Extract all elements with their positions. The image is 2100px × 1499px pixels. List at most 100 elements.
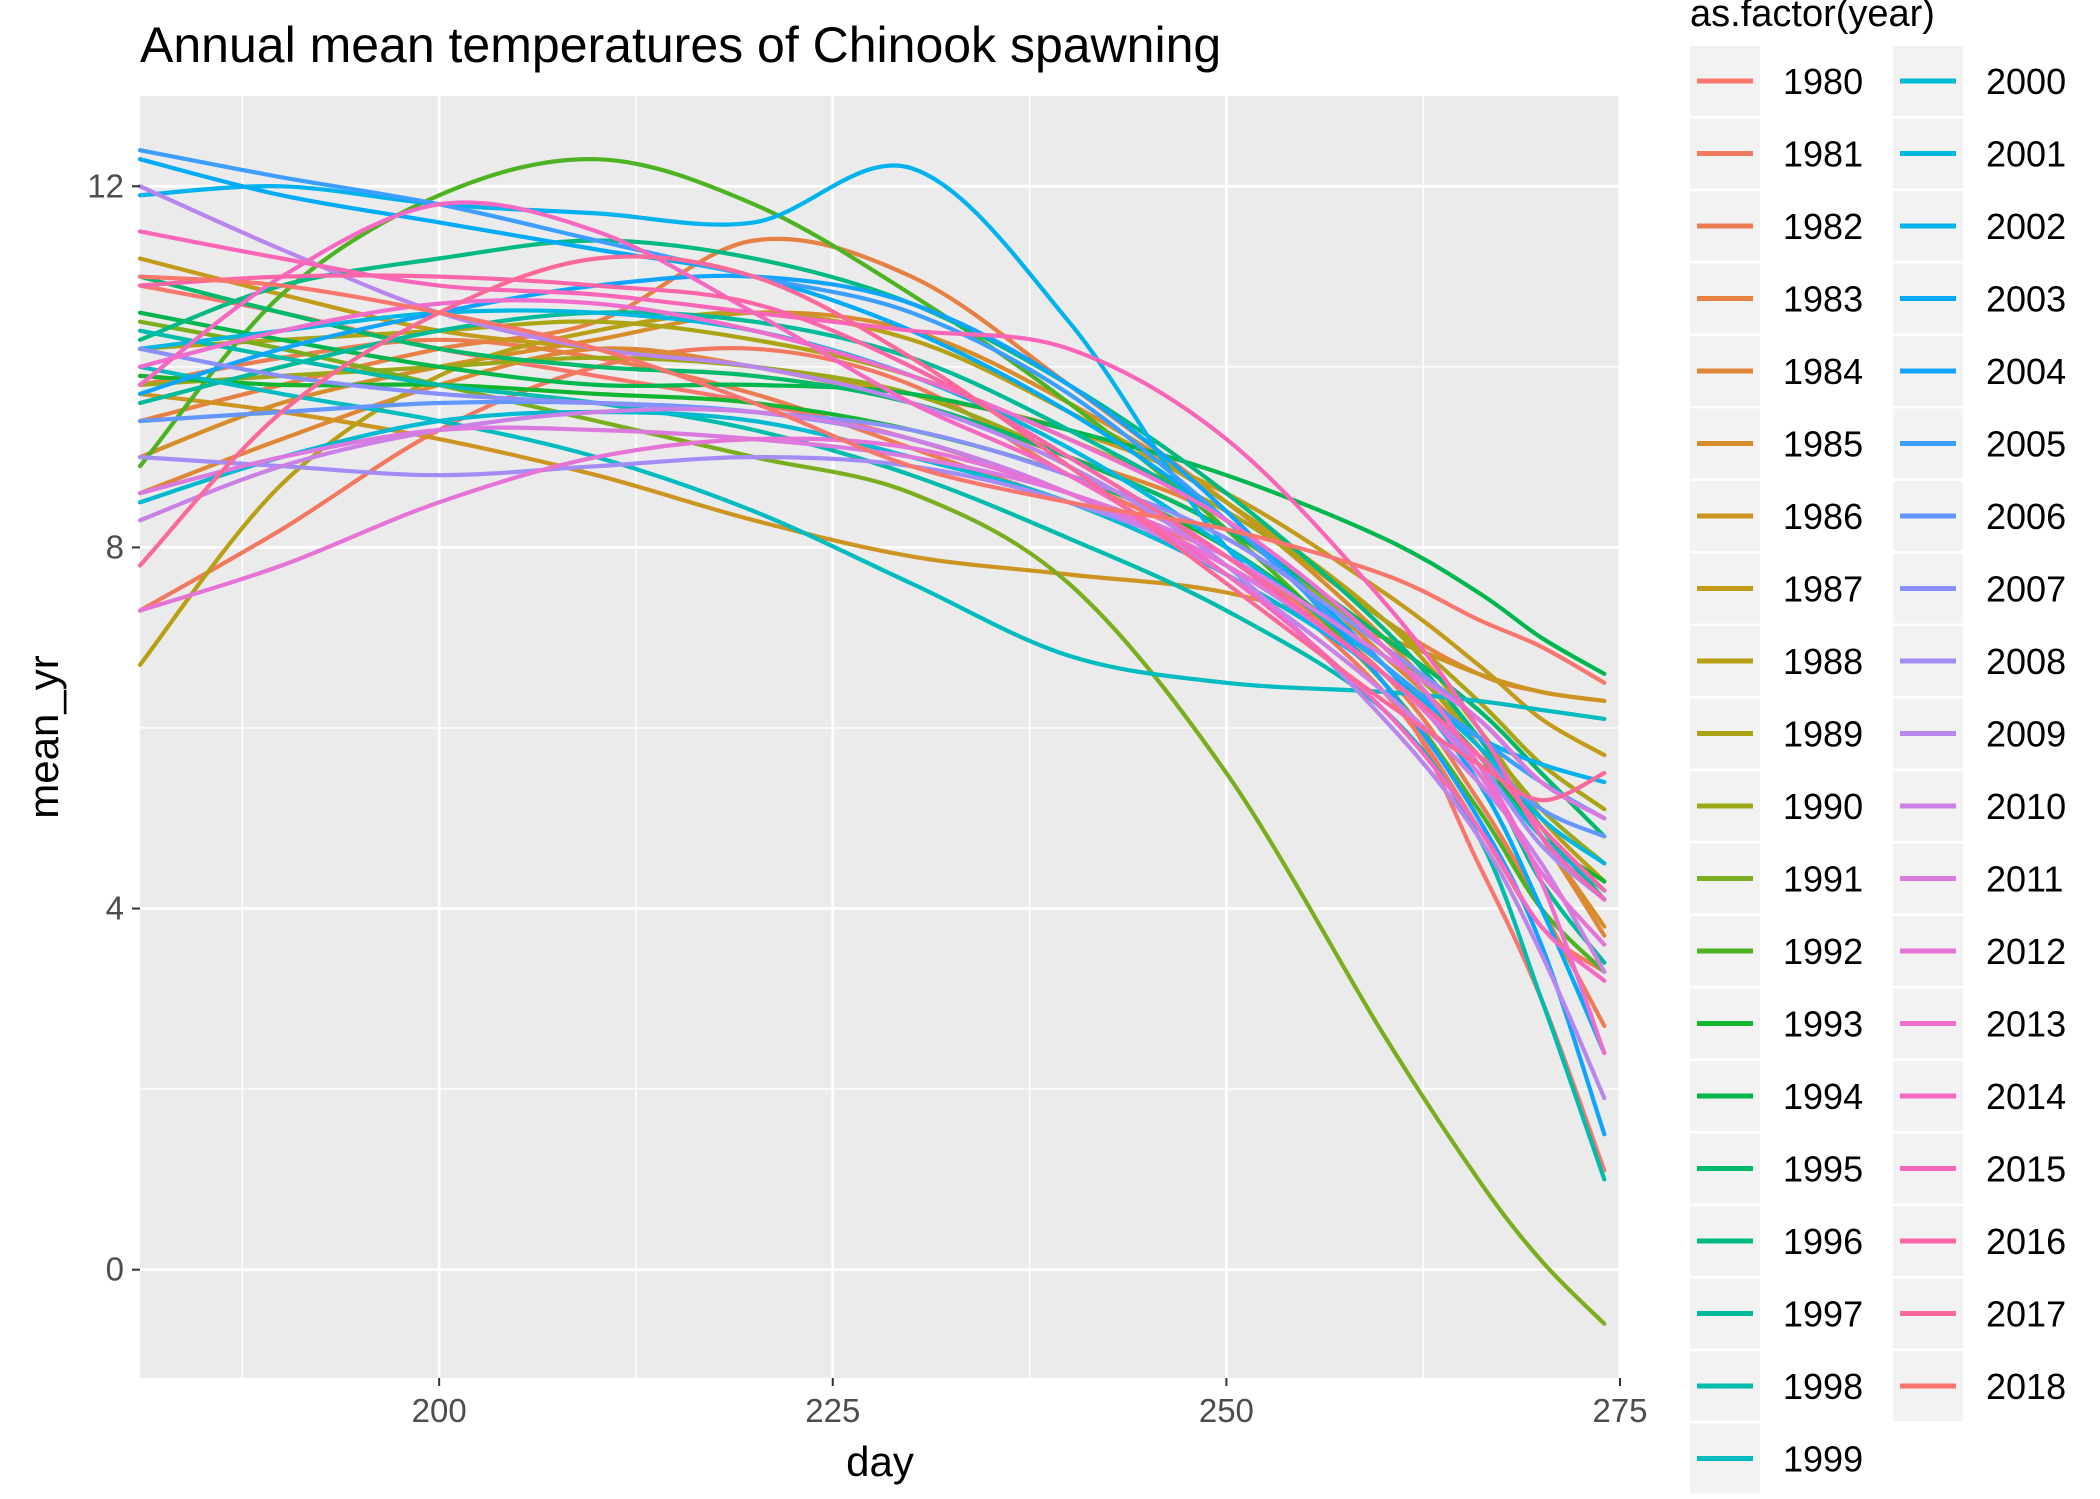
legend-item-1986: 1986 [1690, 481, 1863, 551]
legend-label: 1992 [1783, 931, 1863, 972]
legend-item-1992: 1992 [1690, 916, 1863, 986]
legend-label: 2008 [1986, 641, 2066, 682]
series-line-2016 [137, 273, 1607, 893]
legend-item-2015: 2015 [1893, 1133, 2066, 1204]
legend-label: 1983 [1783, 279, 1863, 320]
legend-label: 2002 [1986, 206, 2066, 247]
x-tick-label: 250 [1199, 1392, 1254, 1429]
series-lines [137, 148, 1607, 1326]
legend-label: 2015 [1986, 1149, 2066, 1190]
legend-item-1994: 1994 [1690, 1061, 1863, 1131]
axis-ticks: 200 225 250 275 0 4 8 12 [87, 167, 1647, 1429]
legend-item-1990: 1990 [1690, 771, 1863, 841]
legend-label: 1982 [1783, 206, 1863, 247]
legend-item-1998: 1998 [1690, 1351, 1863, 1421]
legend-label: 2005 [1986, 424, 2066, 465]
series-line-1983 [137, 236, 1607, 703]
legend-title: as.factor(year) [1690, 0, 1935, 35]
y-tick-label: 4 [106, 890, 124, 927]
legend-item-1987: 1987 [1690, 553, 1863, 624]
legend-item-2017: 2017 [1893, 1278, 2066, 1349]
legend-item-2005: 2005 [1893, 408, 2066, 479]
legend-item-2007: 2007 [1893, 553, 2066, 624]
legend-label: 2009 [1986, 714, 2066, 755]
legend-label: 2011 [1986, 859, 2063, 900]
legend-label: 1987 [1783, 569, 1863, 610]
legend-label: 2010 [1986, 786, 2066, 827]
legend-item-1988: 1988 [1690, 626, 1863, 696]
series-line-2014 [137, 200, 1607, 983]
legend-item-1999: 1999 [1690, 1423, 1863, 1494]
legend: as.factor(year) 1980 1981 1982 1983 1984 1985… [1690, 0, 2066, 1494]
legend-item-1982: 1982 [1690, 191, 1863, 261]
legend-label: 2017 [1986, 1294, 2066, 1335]
series-line-1998 [137, 328, 1607, 1182]
y-axis-title: mean_yr [20, 655, 67, 818]
series-line-1982 [137, 337, 1607, 1028]
legend-item-2000: 2000 [1893, 46, 2066, 116]
legend-item-2011: 2011 [1893, 843, 2063, 914]
series-line-2015 [137, 229, 1607, 902]
legend-item-2014: 2014 [1893, 1061, 2066, 1131]
x-tick-label: 275 [1592, 1392, 1647, 1429]
series-line-2013 [137, 298, 1607, 1056]
legend-label: 1984 [1783, 351, 1863, 392]
chart-title: Annual mean temperatures of Chinook spaw… [140, 17, 1221, 73]
legend-item-2013: 2013 [1893, 988, 2066, 1059]
legend-label: 1994 [1783, 1076, 1863, 1117]
legend-item-1991: 1991 [1690, 843, 1863, 914]
legend-label: 1989 [1783, 714, 1863, 755]
legend-item-1984: 1984 [1690, 336, 1863, 406]
legend-item-2008: 2008 [1893, 626, 2066, 696]
legend-label: 2004 [1986, 351, 2066, 392]
legend-item-2001: 2001 [1893, 118, 2066, 189]
legend-label: 1985 [1783, 424, 1863, 465]
legend-label: 1988 [1783, 641, 1863, 682]
legend-label: 1993 [1783, 1004, 1863, 1045]
legend-item-1997: 1997 [1690, 1278, 1863, 1349]
y-tick-label: 0 [106, 1251, 124, 1288]
legend-item-1985: 1985 [1690, 408, 1863, 479]
x-tick-label: 200 [412, 1392, 467, 1429]
legend-label: 2000 [1986, 61, 2066, 102]
legend-item-1981: 1981 [1690, 118, 1863, 189]
y-tick-label: 8 [106, 528, 124, 565]
legend-item-2009: 2009 [1893, 698, 2066, 769]
legend-label: 2003 [1986, 279, 2066, 320]
legend-item-2010: 2010 [1893, 771, 2066, 841]
legend-label: 2016 [1986, 1221, 2066, 1262]
legend-item-1993: 1993 [1690, 988, 1863, 1059]
legend-label: 1996 [1783, 1221, 1863, 1262]
legend-label: 1980 [1783, 61, 1863, 102]
legend-item-1983: 1983 [1690, 263, 1863, 334]
legend-label: 2013 [1986, 1004, 2066, 1045]
legend-label: 1999 [1783, 1439, 1863, 1480]
y-tick-label: 12 [87, 167, 124, 204]
series-line-1999 [137, 364, 1607, 721]
legend-item-2002: 2002 [1893, 191, 2066, 261]
legend-label: 1997 [1783, 1294, 1863, 1335]
legend-label: 1998 [1783, 1366, 1863, 1407]
legend-label: 1986 [1783, 496, 1863, 537]
series-line-1994 [137, 310, 1607, 676]
legend-label: 1981 [1783, 134, 1863, 175]
legend-label: 1990 [1783, 786, 1863, 827]
legend-label: 2001 [1986, 134, 2066, 175]
legend-item-2006: 2006 [1893, 481, 2066, 551]
legend-label: 2007 [1986, 569, 2066, 610]
series-line-2018 [137, 274, 1607, 685]
legend-item-1980: 1980 [1690, 46, 1863, 116]
series-line-2012 [137, 436, 1607, 947]
legend-item-2016: 2016 [1893, 1206, 2066, 1276]
legend-item-1996: 1996 [1690, 1206, 1863, 1276]
x-tick-label: 225 [805, 1392, 860, 1429]
series-line-2017 [137, 254, 1607, 803]
legend-label: 1991 [1783, 859, 1863, 900]
legend-label: 2006 [1986, 496, 2066, 537]
legend-label: 2018 [1986, 1366, 2066, 1407]
legend-label: 2014 [1986, 1076, 2066, 1117]
legend-label: 1995 [1783, 1149, 1863, 1190]
x-axis-title: day [846, 1438, 914, 1485]
legend-item-2012: 2012 [1893, 916, 2066, 986]
